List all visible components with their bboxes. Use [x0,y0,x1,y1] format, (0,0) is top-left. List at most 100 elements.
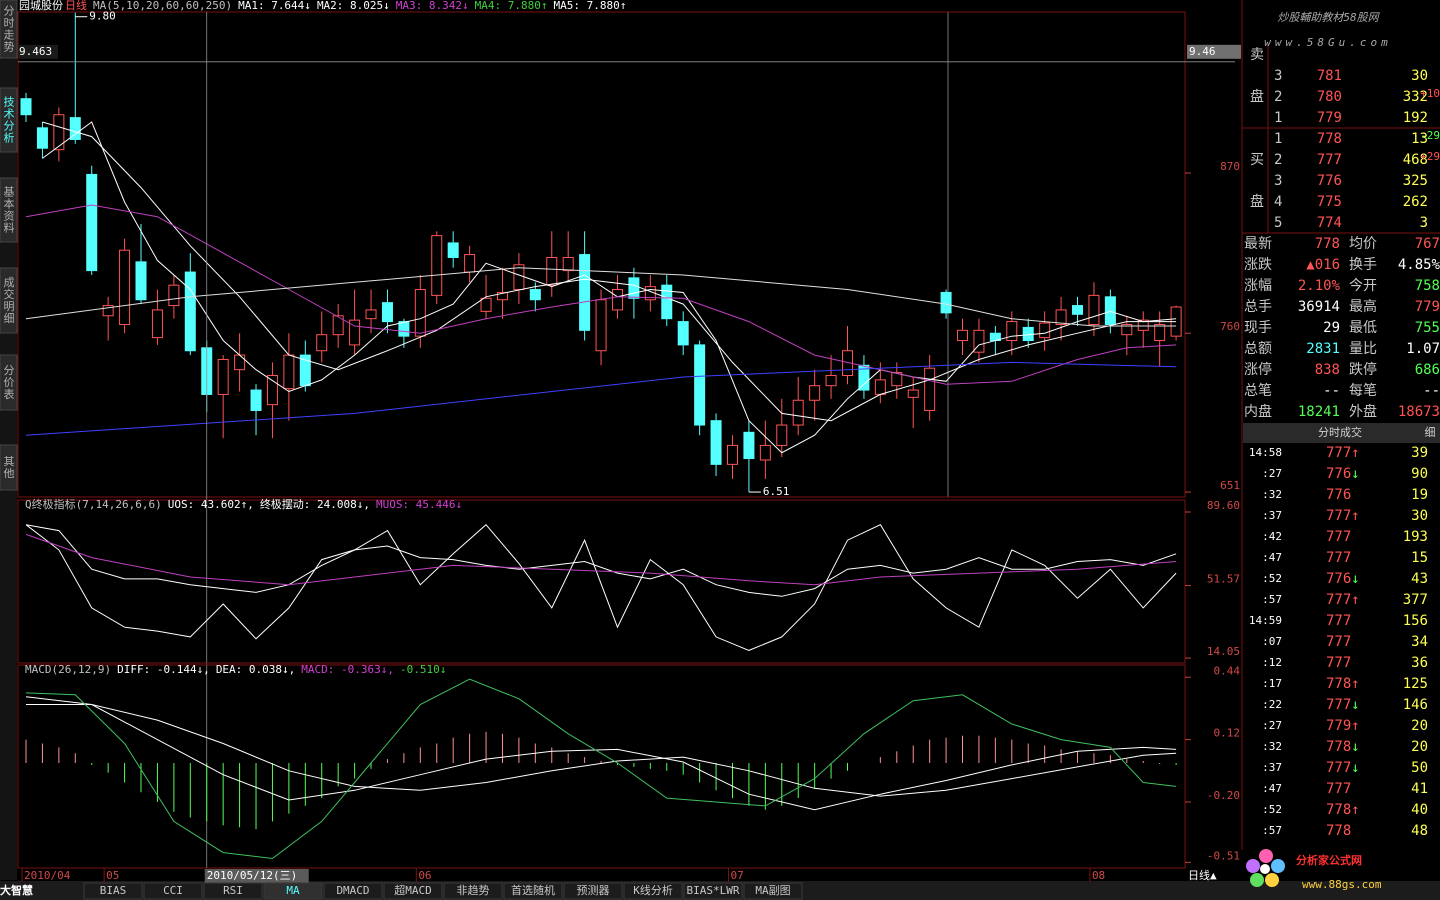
y-tick-label: 760 [1220,320,1240,333]
side-tab-label: 成交明细 [2,276,15,324]
candle-body [381,302,393,323]
macd-line [25,678,1177,860]
book-change: -29 [1420,129,1440,142]
bottom-tab-label: 超MACD [394,883,432,897]
stat-label: 内盘 [1244,403,1272,420]
tick-volume: 156 [1403,613,1428,629]
book-change: +10 [1420,87,1440,100]
tick-price: 779↑ [1326,718,1360,734]
tick-time: :57 [1262,593,1282,606]
book-level: 4 [1274,194,1282,210]
candle-body [135,261,147,301]
stat-label: 换手 [1349,256,1377,273]
tick-price: 777 [1326,550,1351,566]
tick-price: 776↓ [1326,571,1360,587]
tick-price-value: 777 [1326,760,1351,776]
candle-body [661,284,673,320]
book-volume: 3 [1420,215,1428,231]
petal [1259,849,1273,863]
candle-body [1088,294,1100,326]
indicator-label: MA5: 7.880↑ [554,0,627,12]
bottom-tab [683,882,743,900]
petal [1271,859,1285,873]
indicator-label: 终极摆动: 24.008↓, [260,497,370,511]
candle-body [283,354,295,390]
candle-body [20,98,32,116]
tick-volume: 19 [1411,487,1428,503]
candle-body [726,444,738,465]
book-label: 盘 [1250,88,1264,105]
tick-price: 777 [1326,613,1351,629]
x-tick-label: 06 [418,869,431,882]
tick-volume: 20 [1411,718,1428,734]
stat-label: 今开 [1349,278,1377,294]
tick-price-value: 778 [1326,676,1351,692]
book-volume: 262 [1403,194,1428,210]
book-volume: 332 [1403,89,1428,105]
indicator-label: -0.510↓ [400,663,446,676]
bottom-tab-label: 非趋势 [457,884,490,897]
tick-price-value: 777 [1326,529,1351,545]
bottom-tab [743,882,803,900]
candle-body [562,256,574,272]
indicator-label: MUOS: 45.446↓ [376,498,462,511]
y-tick-label: -0.20 [1207,789,1240,802]
tick-price-value: 776 [1326,571,1351,587]
tick-time: :27 [1262,719,1282,732]
tick-time: :47 [1262,782,1282,795]
candle-body [151,309,163,339]
price-box [1187,44,1241,59]
candle-body [1104,296,1116,326]
indicator-label: MACD: -0.363↓, [301,663,394,676]
bottom-tab [383,882,443,900]
candle-body [973,329,985,353]
book-change: +29 [1420,150,1440,163]
tick-volume: 40 [1411,802,1428,818]
bottom-tab-label: MA副图 [755,884,790,897]
tick-time: :22 [1262,698,1282,711]
candle-body [36,127,48,149]
candle-body [1072,305,1084,315]
side-tab-label: 其他 [2,455,15,479]
tick-time: 14:58 [1249,446,1282,459]
tick-volume: 39 [1411,445,1428,461]
stat-label: 现手 [1244,320,1272,336]
period: 日线 [65,0,87,12]
candle-body [743,431,755,460]
tick-price-value: 777 [1326,655,1351,671]
book-price: 776 [1317,173,1342,189]
bottom-tab [323,882,383,900]
book-label: 买 [1250,152,1264,168]
side-tab-label: 基本资料 [2,186,15,234]
candle-body [102,305,114,317]
stat-label: 最新 [1244,236,1272,252]
candle-body [595,299,607,352]
ticks-title: 分时成交 [1318,425,1362,439]
tick-time: :27 [1262,467,1282,480]
stat-value: 758 [1415,278,1440,294]
stat-value: 779 [1415,299,1440,315]
y-tick-label: 870 [1220,160,1240,173]
stat-value: 4.85% [1398,257,1440,273]
tick-price: 778↑ [1326,802,1360,818]
book-price: 781 [1317,68,1342,84]
tick-direction: ↓ [1351,571,1359,587]
bottom-tab [443,882,503,900]
book-volume: 325 [1403,173,1428,189]
bottom-tab-label: BIAS [100,884,127,897]
petal [1250,873,1264,887]
candle-body [809,385,821,401]
low-label: 6.51 [763,485,790,498]
bottom-tab-label: MA [286,884,300,897]
book-label: 卖 [1250,47,1264,63]
book-price: 779 [1317,110,1342,126]
tick-price: 777 [1326,634,1351,650]
stat-label: 量比 [1349,341,1377,357]
indicator-line [25,523,1177,651]
tick-direction: ↓ [1351,760,1359,776]
stat-value: 767 [1415,236,1440,252]
y-tick-label: 0.12 [1214,727,1241,740]
stat-label: 外盘 [1349,403,1377,420]
side-tab-label: 技术分析 [2,96,15,144]
stat-label: 涨幅 [1244,278,1272,294]
